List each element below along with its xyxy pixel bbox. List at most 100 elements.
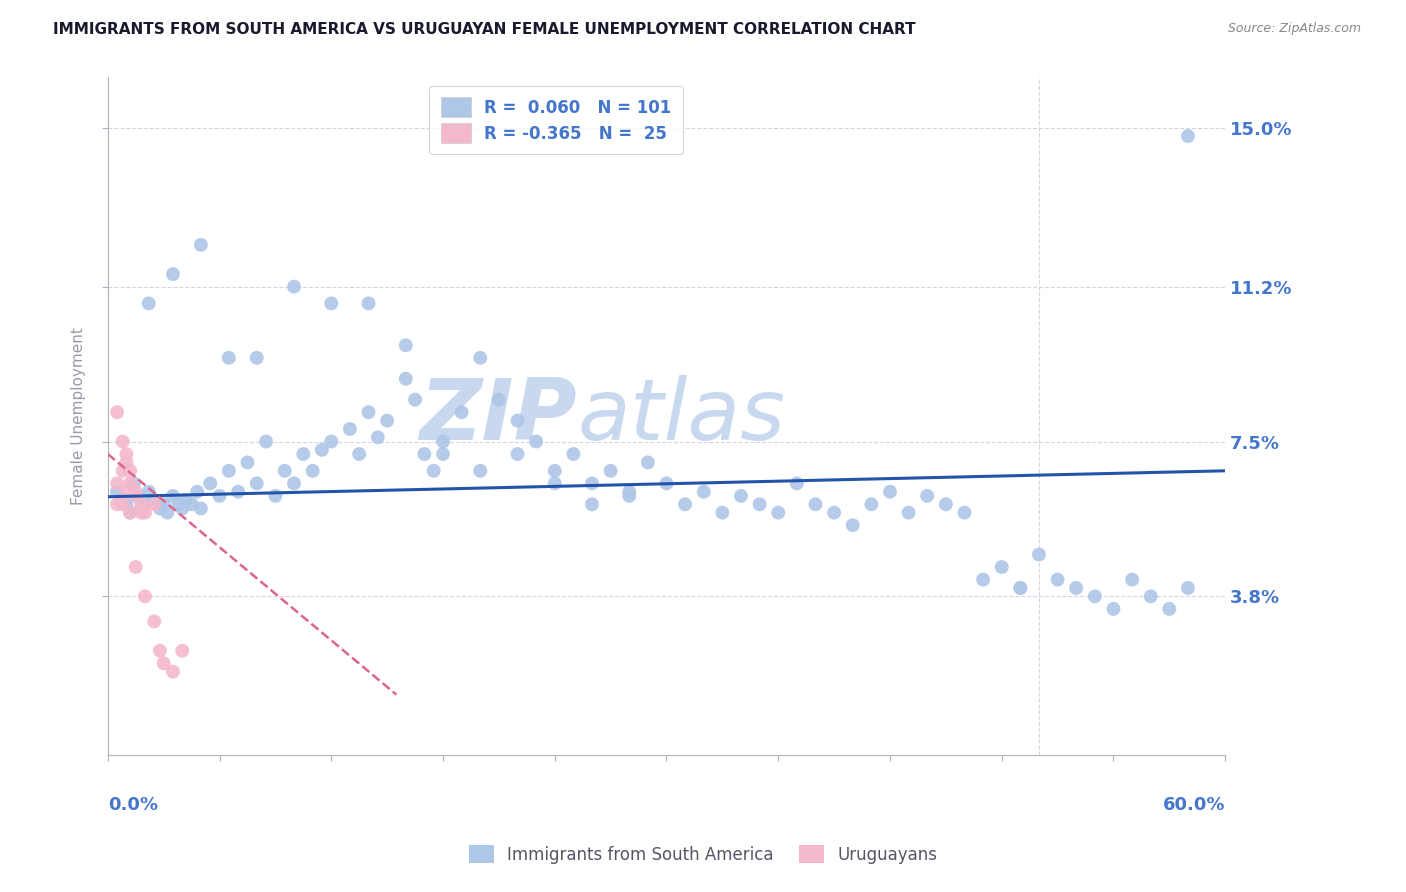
Point xyxy=(115,497,138,511)
Point xyxy=(581,476,603,491)
Point xyxy=(1084,590,1107,604)
Point xyxy=(748,497,770,511)
Point xyxy=(283,476,305,491)
Point xyxy=(897,506,920,520)
Point xyxy=(841,518,863,533)
Point xyxy=(125,560,148,574)
Legend: Immigrants from South America, Uruguayans: Immigrants from South America, Uruguayan… xyxy=(463,838,943,871)
Point xyxy=(138,296,160,310)
Point xyxy=(254,434,277,449)
Point xyxy=(562,447,585,461)
Point xyxy=(1177,581,1199,595)
Point xyxy=(180,497,202,511)
Point xyxy=(138,484,160,499)
Point xyxy=(292,447,315,461)
Point xyxy=(111,493,134,508)
Point xyxy=(283,279,305,293)
Point xyxy=(246,476,269,491)
Point xyxy=(134,506,156,520)
Point xyxy=(115,455,138,469)
Point xyxy=(488,392,510,407)
Point xyxy=(162,665,184,679)
Point xyxy=(655,476,678,491)
Text: atlas: atlas xyxy=(576,375,785,458)
Point xyxy=(149,644,172,658)
Point xyxy=(347,447,370,461)
Point xyxy=(619,489,641,503)
Point xyxy=(125,489,148,503)
Point xyxy=(115,447,138,461)
Point xyxy=(619,484,641,499)
Point xyxy=(321,296,343,310)
Point xyxy=(953,506,976,520)
Point xyxy=(149,501,172,516)
Y-axis label: Female Unemployment: Female Unemployment xyxy=(72,327,86,506)
Point xyxy=(357,405,380,419)
Point xyxy=(162,489,184,503)
Point xyxy=(357,296,380,310)
Point xyxy=(186,484,208,499)
Point xyxy=(162,267,184,281)
Point xyxy=(432,447,454,461)
Point xyxy=(120,506,142,520)
Point xyxy=(1139,590,1161,604)
Point xyxy=(246,351,269,365)
Point xyxy=(134,497,156,511)
Text: 60.0%: 60.0% xyxy=(1163,796,1225,814)
Point xyxy=(122,476,145,491)
Point xyxy=(190,237,212,252)
Point xyxy=(693,484,716,499)
Point xyxy=(470,464,492,478)
Point xyxy=(273,464,295,478)
Point xyxy=(167,497,190,511)
Point xyxy=(105,497,128,511)
Point xyxy=(879,484,901,499)
Point xyxy=(422,464,444,478)
Point xyxy=(768,506,790,520)
Point xyxy=(599,464,621,478)
Point xyxy=(208,489,231,503)
Point xyxy=(143,615,166,629)
Point xyxy=(127,489,149,503)
Point xyxy=(218,464,240,478)
Point xyxy=(129,497,152,511)
Point xyxy=(524,434,547,449)
Point xyxy=(1010,581,1032,595)
Point xyxy=(105,476,128,491)
Point xyxy=(404,392,426,407)
Point xyxy=(544,464,567,478)
Point xyxy=(544,476,567,491)
Point xyxy=(156,506,179,520)
Point xyxy=(395,338,418,352)
Point xyxy=(990,560,1012,574)
Point xyxy=(450,405,472,419)
Point xyxy=(226,484,249,499)
Point xyxy=(673,497,696,511)
Point xyxy=(111,497,134,511)
Point xyxy=(120,506,142,520)
Point xyxy=(823,506,845,520)
Point xyxy=(339,422,361,436)
Point xyxy=(506,447,529,461)
Point xyxy=(200,476,222,491)
Point xyxy=(804,497,827,511)
Point xyxy=(111,464,134,478)
Point xyxy=(581,497,603,511)
Text: 0.0%: 0.0% xyxy=(108,796,157,814)
Text: Source: ZipAtlas.com: Source: ZipAtlas.com xyxy=(1227,22,1361,36)
Point xyxy=(105,484,128,499)
Point xyxy=(432,434,454,449)
Point xyxy=(129,506,152,520)
Point xyxy=(730,489,752,503)
Point xyxy=(972,573,994,587)
Point xyxy=(395,372,418,386)
Point xyxy=(915,489,938,503)
Point xyxy=(506,414,529,428)
Point xyxy=(637,455,659,469)
Point xyxy=(367,430,389,444)
Point xyxy=(172,644,194,658)
Point xyxy=(105,405,128,419)
Text: ZIP: ZIP xyxy=(419,375,576,458)
Point xyxy=(711,506,734,520)
Point xyxy=(134,590,156,604)
